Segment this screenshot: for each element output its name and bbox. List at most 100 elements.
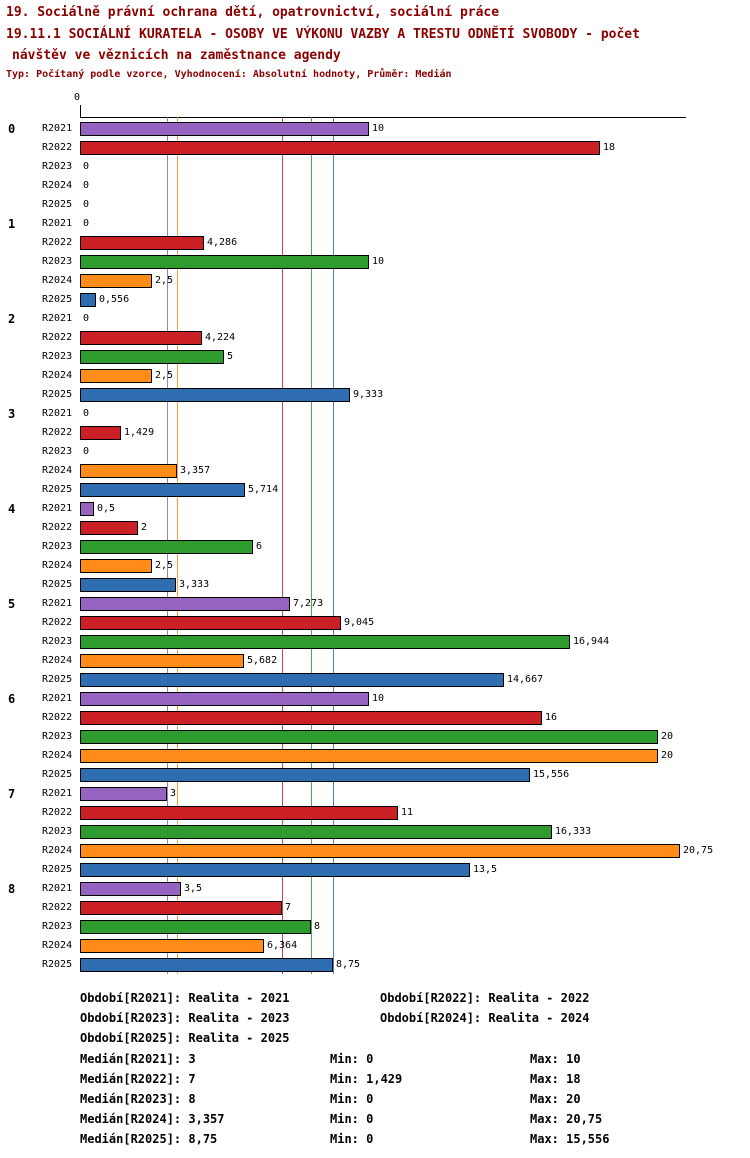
- category-label: 8: [8, 881, 16, 896]
- value-label: 10: [372, 693, 385, 704]
- bar-R2023-group-2: [80, 349, 224, 364]
- value-label: 7,273: [293, 598, 324, 609]
- category-label: 4: [8, 501, 16, 516]
- stats: Medián[R2021]: 3 Min: 0 Max: 10 Medián[R202…: [80, 1052, 609, 1152]
- value-label: 0: [83, 161, 90, 172]
- bar-track: 8: [80, 917, 750, 936]
- bar-row: R2025 15,556: [0, 765, 750, 784]
- bar-R2024-group-6: [80, 748, 658, 763]
- value-label: 0: [83, 180, 90, 191]
- median-line-R2025: [333, 117, 334, 974]
- series-label: R2023: [42, 446, 73, 457]
- bar-row: 4 R2021 0,5: [0, 499, 750, 518]
- series-label: R2025: [42, 674, 73, 685]
- series-label: R2021: [42, 788, 73, 799]
- bar-row: R2024 2,5: [0, 366, 750, 385]
- series-label: R2021: [42, 693, 73, 704]
- bar-track: 20: [80, 727, 750, 746]
- series-label: R2023: [42, 256, 73, 267]
- series-label: R2021: [42, 408, 73, 419]
- value-label: 7: [285, 902, 292, 913]
- bar-track: 14,667: [80, 670, 750, 689]
- max-stat: Max: 10: [530, 1052, 581, 1066]
- stats-row: Medián[R2021]: 3 Min: 0 Max: 10: [80, 1052, 609, 1072]
- bar-track: 6,364: [80, 936, 750, 955]
- bar-row: 6 R2021 10: [0, 689, 750, 708]
- bar-track: 5: [80, 347, 750, 366]
- series-label: R2021: [42, 598, 73, 609]
- value-label: 0,5: [97, 503, 116, 514]
- series-label: R2022: [42, 712, 73, 723]
- value-label: 10: [372, 256, 385, 267]
- chart-title: 19.11.1 SOCIÁLNÍ KURATELA - OSOBY VE VÝK…: [6, 27, 640, 42]
- bar-row: R2022 18: [0, 138, 750, 157]
- chart-subtitle: Typ: Počítaný podle vzorce, Vyhodnocení:…: [6, 69, 452, 80]
- value-label: 9,333: [353, 389, 384, 400]
- bar-track: 16,944: [80, 632, 750, 651]
- bar-row: R2025 0,556: [0, 290, 750, 309]
- series-label: R2025: [42, 199, 73, 210]
- series-label: R2022: [42, 617, 73, 628]
- median-stat: Medián[R2024]: 3,357: [80, 1112, 225, 1126]
- bar-R2021-group-4: [80, 501, 94, 516]
- series-label: R2023: [42, 826, 73, 837]
- bar-R2025-group-1: [80, 292, 96, 307]
- bar-R2022-group-7: [80, 805, 398, 820]
- min-stat: Min: 0: [330, 1132, 374, 1146]
- bar-track: 0,5: [80, 499, 750, 518]
- bar-R2022-group-8: [80, 900, 282, 915]
- page-title: 19. Sociálně právní ochrana dětí, opatro…: [6, 5, 500, 20]
- bar-track: 0: [80, 157, 750, 176]
- series-label: R2025: [42, 484, 73, 495]
- series-label: R2021: [42, 218, 73, 229]
- bar-R2024-group-8: [80, 938, 264, 953]
- bar-R2023-group-7: [80, 824, 552, 839]
- value-label: 16,944: [573, 636, 610, 647]
- max-stat: Max: 20,75: [530, 1112, 603, 1126]
- bar-track: 18: [80, 138, 750, 157]
- bar-R2024-group-1: [80, 273, 152, 288]
- value-label: 2: [141, 522, 148, 533]
- bar-R2022-group-6: [80, 710, 542, 725]
- category-label: 2: [8, 311, 16, 326]
- value-label: 0: [83, 313, 90, 324]
- value-label: 20,75: [683, 845, 714, 856]
- series-label: R2024: [42, 845, 73, 856]
- series-label: R2024: [42, 560, 73, 571]
- value-label: 5,714: [248, 484, 279, 495]
- series-label: R2025: [42, 579, 73, 590]
- value-label: 16,333: [555, 826, 592, 837]
- bar-R2023-group-4: [80, 539, 253, 554]
- value-label: 4,286: [207, 237, 238, 248]
- series-label: R2023: [42, 636, 73, 647]
- bar-track: 4,224: [80, 328, 750, 347]
- bar-track: 13,5: [80, 860, 750, 879]
- category-label: 7: [8, 786, 16, 801]
- series-label: R2022: [42, 522, 73, 533]
- bar-track: 2,5: [80, 366, 750, 385]
- median-stat: Medián[R2022]: 7: [80, 1072, 196, 1086]
- bar-track: 9,333: [80, 385, 750, 404]
- value-label: 5: [227, 351, 234, 362]
- bar-R2025-group-7: [80, 862, 470, 877]
- series-label: R2022: [42, 332, 73, 343]
- series-label: R2021: [42, 313, 73, 324]
- legend-item: Období[R2023]: Realita - 2023: [80, 1011, 290, 1025]
- bar-row: R2022 4,224: [0, 328, 750, 347]
- bar-R2021-group-7: [80, 786, 167, 801]
- bar-R2025-group-3: [80, 482, 245, 497]
- axis-tick-mark: [80, 105, 81, 117]
- bar-R2025-group-8: [80, 957, 333, 972]
- value-label: 8: [314, 921, 321, 932]
- bar-R2022-group-1: [80, 235, 204, 250]
- bar-track: 7: [80, 898, 750, 917]
- series-label: R2024: [42, 940, 73, 951]
- bar-R2024-group-2: [80, 368, 152, 383]
- category-label: 6: [8, 691, 16, 706]
- bar-track: 2: [80, 518, 750, 537]
- stats-row: Medián[R2024]: 3,357 Min: 0 Max: 20,75: [80, 1112, 609, 1132]
- legend-row: Období[R2021]: Realita - 2021 Období[R202…: [80, 991, 680, 1011]
- bar-track: 1,429: [80, 423, 750, 442]
- series-label: R2025: [42, 294, 73, 305]
- bar-row: R2024 3,357: [0, 461, 750, 480]
